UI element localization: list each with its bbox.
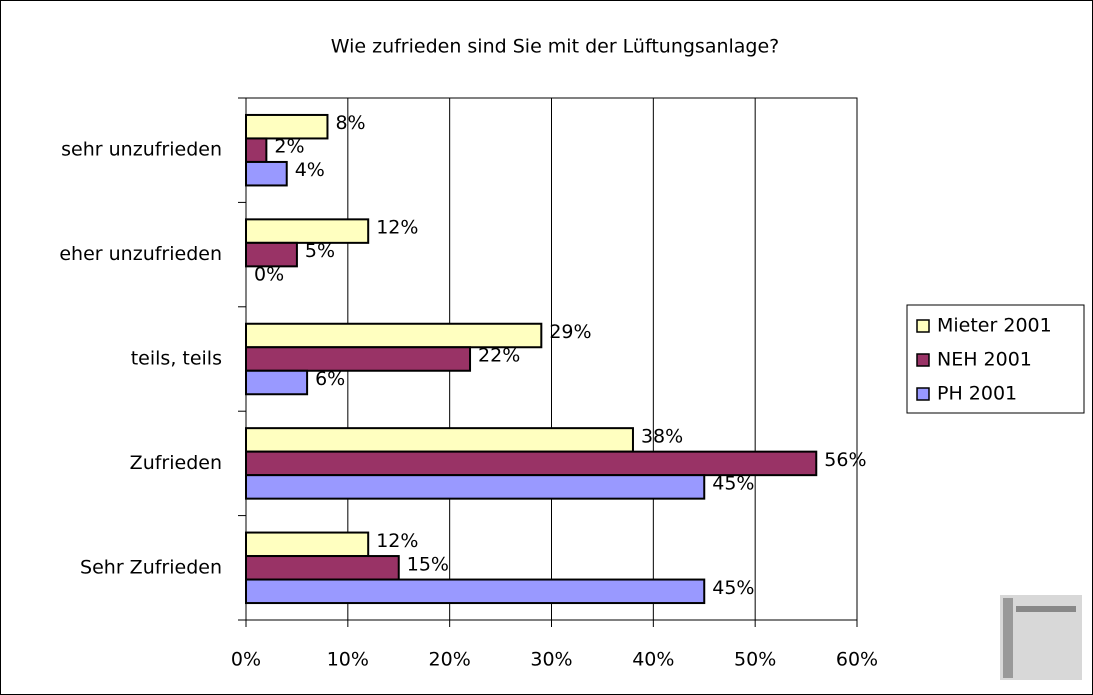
x-tick-label: 20% xyxy=(429,649,471,671)
value-label: 45% xyxy=(712,577,754,599)
legend-swatch xyxy=(916,387,930,401)
value-label: 4% xyxy=(295,159,325,181)
value-label: 8% xyxy=(335,112,365,134)
value-label: 2% xyxy=(274,136,304,158)
bar xyxy=(245,137,268,163)
value-label: 12% xyxy=(376,530,418,552)
y-tick-label: eher unzufrieden xyxy=(59,243,222,265)
bar xyxy=(245,555,400,581)
y-tick-label: Sehr Zufrieden xyxy=(80,556,222,578)
value-label: 29% xyxy=(549,321,591,343)
x-tick-label: 60% xyxy=(836,649,878,671)
legend-swatch xyxy=(916,353,930,367)
legend-swatch xyxy=(916,319,930,333)
y-tick-label: sehr unzufrieden xyxy=(61,139,222,161)
bar xyxy=(245,346,472,372)
value-label: 38% xyxy=(641,425,683,447)
value-label: 5% xyxy=(305,240,335,262)
value-label: 12% xyxy=(376,217,418,239)
bar xyxy=(245,578,706,605)
legend-box xyxy=(906,304,1085,414)
bar xyxy=(245,218,370,244)
value-label: 0% xyxy=(254,264,284,286)
y-tick-label: teils, teils xyxy=(131,348,222,370)
bar xyxy=(245,369,309,396)
legend-label: NEH 2001 xyxy=(937,349,1032,371)
chart-title: Wie zufrieden sind Sie mit der Lüftungsa… xyxy=(331,36,780,58)
x-tick-label: 0% xyxy=(231,649,261,671)
bar xyxy=(245,113,329,140)
y-tick-label: Zufrieden xyxy=(130,452,222,474)
legend-label: PH 2001 xyxy=(937,383,1017,405)
bar xyxy=(245,160,288,187)
bar xyxy=(245,241,298,268)
value-label: 56% xyxy=(824,449,866,471)
x-tick-label: 30% xyxy=(530,649,572,671)
value-label: 45% xyxy=(712,472,754,494)
x-tick-label: 50% xyxy=(734,649,776,671)
bar xyxy=(245,531,370,558)
x-tick-label: 10% xyxy=(327,649,369,671)
value-label: 22% xyxy=(478,345,520,367)
x-tick-label: 40% xyxy=(632,649,674,671)
value-label: 15% xyxy=(407,553,449,575)
bar xyxy=(245,474,706,500)
value-label: 6% xyxy=(315,368,345,390)
legend-label: Mieter 2001 xyxy=(937,315,1052,337)
logo xyxy=(1000,595,1082,680)
bar xyxy=(245,427,634,453)
